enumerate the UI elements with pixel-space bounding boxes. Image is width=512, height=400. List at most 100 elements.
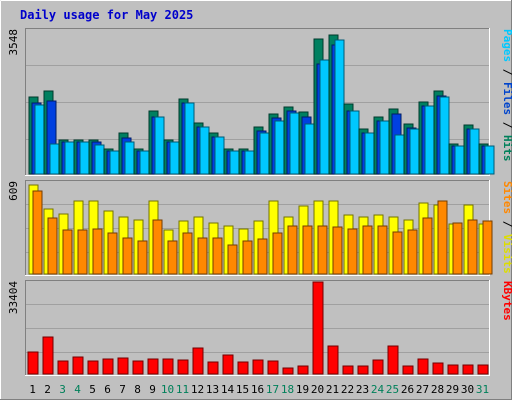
bar-pages-day-10 <box>169 141 180 175</box>
day-label: 23 <box>356 383 369 396</box>
bar-sites-day-30 <box>467 219 478 275</box>
day-label: 12 <box>191 383 204 396</box>
bar-sites-day-24 <box>377 225 388 275</box>
panel-max-label: 609 <box>7 181 20 201</box>
bar-pages-day-18 <box>289 112 300 175</box>
day-label: 19 <box>296 383 309 396</box>
day-label: 9 <box>149 383 156 396</box>
legend-entry: Hits <box>501 135 512 162</box>
bar-pages-day-27 <box>424 105 435 175</box>
bar-kbytes-day-25 <box>387 345 399 375</box>
day-label: 18 <box>281 383 294 396</box>
bar-sites-day-20 <box>317 225 328 275</box>
bar-pages-day-11 <box>184 102 195 175</box>
day-label: 2 <box>44 383 51 396</box>
day-labels: 1 2 3 4 5 6 7 8 9 10 11 12 13 14 15 16 17 18 19 20 21 22 23 24 2… <box>29 383 489 396</box>
day-label: 25 <box>386 383 399 396</box>
bar-kbytes-day-17 <box>267 360 279 375</box>
legend-entry: / <box>501 115 512 135</box>
bar-sites-day-14 <box>227 244 238 275</box>
bar-kbytes-day-20 <box>312 281 324 375</box>
bar-sites-day-18 <box>287 225 298 275</box>
bar-sites-day-7 <box>122 237 133 275</box>
bar-sites-day-13 <box>212 237 223 275</box>
day-label: 4 <box>74 383 81 396</box>
bar-sites-day-28 <box>437 200 448 275</box>
bar-kbytes-day-1 <box>27 351 39 375</box>
bar-kbytes-day-14 <box>222 354 234 375</box>
bar-pages-day-6 <box>109 150 120 175</box>
bar-kbytes-day-21 <box>327 345 339 375</box>
day-label: 11 <box>176 383 189 396</box>
bar-sites-day-15 <box>242 240 253 275</box>
bar-pages-day-16 <box>259 132 270 175</box>
panel-legend-label: KBytes <box>501 281 512 321</box>
bar-sites-day-23 <box>362 225 373 275</box>
bar-pages-day-20 <box>319 59 330 175</box>
bar-pages-day-17 <box>274 120 285 175</box>
chart-title: Daily usage for May 2025 <box>20 8 193 22</box>
day-label: 8 <box>134 383 141 396</box>
bar-kbytes-day-22 <box>342 365 354 375</box>
bar-kbytes-day-6 <box>102 358 114 375</box>
bar-kbytes-day-26 <box>402 365 414 375</box>
bar-pages-day-5 <box>94 144 105 175</box>
bar-sites-day-26 <box>407 229 418 275</box>
day-label: 10 <box>161 383 174 396</box>
bar-kbytes-day-30 <box>462 364 474 375</box>
bar-pages-day-21 <box>334 39 345 175</box>
bar-kbytes-day-3 <box>57 360 69 375</box>
bar-kbytes-day-10 <box>162 358 174 375</box>
legend-entry: Files <box>501 82 512 115</box>
bar-sites-day-17 <box>272 232 283 275</box>
day-label: 21 <box>326 383 339 396</box>
bar-pages-day-2 <box>49 143 60 175</box>
bar-sites-day-6 <box>107 232 118 275</box>
bar-kbytes-day-18 <box>282 367 294 375</box>
bar-kbytes-day-7 <box>117 357 129 375</box>
bar-pages-day-9 <box>154 116 165 175</box>
bar-sites-day-2 <box>47 217 58 275</box>
day-label: 6 <box>104 383 111 396</box>
bar-pages-day-12 <box>199 126 210 175</box>
day-label: 30 <box>461 383 474 396</box>
bar-kbytes-day-29 <box>447 364 459 375</box>
bar-pages-day-3 <box>64 141 75 175</box>
chart-panels: 3548 Pages / Files / Hits 609 Sites / Visit… <box>7 28 512 376</box>
bar-kbytes-day-19 <box>297 365 309 375</box>
day-label: 28 <box>431 383 444 396</box>
bar-sites-day-3 <box>62 229 73 275</box>
bar-kbytes-day-16 <box>252 359 264 375</box>
legend-entry: Pages <box>501 29 512 62</box>
day-label: 14 <box>221 383 235 396</box>
bar-pages-day-25 <box>394 134 405 175</box>
bar-pages-day-24 <box>379 120 390 175</box>
bar-sites-day-16 <box>257 238 268 275</box>
bar-kbytes-day-2 <box>42 336 54 375</box>
bar-sites-day-12 <box>197 237 208 275</box>
bar-kbytes-day-24 <box>372 359 384 375</box>
bar-pages-day-14 <box>229 150 240 175</box>
bar-kbytes-day-27 <box>417 358 429 375</box>
panel-legend-label: Sites / Visits <box>501 181 512 274</box>
bar-sites-day-25 <box>392 231 403 275</box>
bar-pages-day-13 <box>214 136 225 175</box>
bar-sites-day-22 <box>347 228 358 275</box>
bar-sites-day-19 <box>302 225 313 275</box>
bar-pages-day-30 <box>469 128 480 175</box>
day-label: 1 <box>29 383 36 396</box>
panel-kbytes: 33404 KBytes <box>7 280 512 376</box>
panel-visits: 609 Sites / Visits <box>7 180 512 276</box>
day-label: 24 <box>371 383 385 396</box>
day-label: 7 <box>119 383 126 396</box>
bar-pages-day-1 <box>34 104 45 175</box>
day-label: 29 <box>446 383 459 396</box>
bar-kbytes-day-5 <box>87 360 99 375</box>
panel-max-label: 3548 <box>7 29 20 56</box>
bar-kbytes-day-12 <box>192 347 204 375</box>
bar-sites-day-27 <box>422 217 433 275</box>
bar-pages-day-22 <box>349 110 360 175</box>
day-label: 13 <box>206 383 219 396</box>
legend-entry: Sites <box>501 181 512 214</box>
day-label: 5 <box>89 383 96 396</box>
